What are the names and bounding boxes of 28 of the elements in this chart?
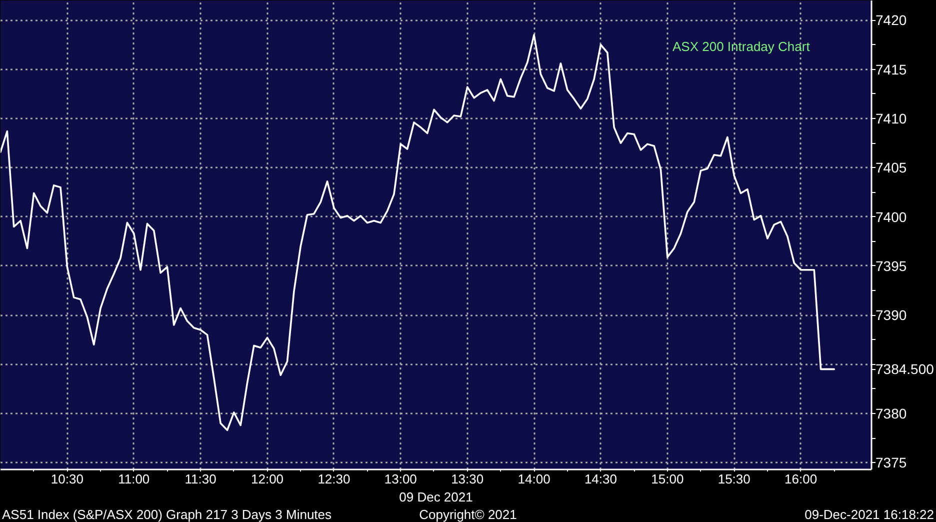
y-tick-label: 7395 — [876, 258, 907, 274]
x-tick-label: 11:00 — [118, 472, 150, 486]
x-tick-label: 10:30 — [50, 472, 84, 486]
y-tick-label: 7384.500 — [876, 361, 934, 378]
x-tick-label: 15:30 — [718, 472, 750, 486]
x-tick-label: 12:00 — [251, 472, 284, 486]
x-tick-label: 13:00 — [384, 472, 417, 486]
y-tick-label: 7390 — [876, 307, 907, 324]
text: AS51 Index (S&P/ASX 200) Graph 217 3 Days 3 Minutes — [2, 507, 332, 522]
x-tick-label: 11:30 — [184, 472, 216, 486]
line-series — [0, 34, 836, 432]
text: Copyright© 2021 — [419, 507, 517, 522]
y-tick-label: 7400 — [876, 208, 907, 225]
text: 09-Dec-2021 16:18:22 — [804, 507, 934, 522]
y-tick-label: 7405 — [876, 160, 907, 176]
y-tick-label: 7415 — [876, 61, 907, 78]
y-tick-label: 7410 — [876, 110, 907, 126]
x-tick-label: 14:00 — [518, 472, 550, 486]
x-tick-label: 16:00 — [784, 472, 818, 486]
x-tick-label: 12:30 — [318, 472, 350, 486]
y-tick-label: 7375 — [876, 454, 907, 471]
y-tick-label: 7420 — [876, 12, 907, 28]
y-tick-label: 7380 — [876, 405, 907, 422]
x-tick-label: 15:00 — [651, 472, 684, 486]
x-axis-title: 09 Dec 2021 — [399, 490, 473, 504]
x-tick-label: 13:30 — [451, 472, 484, 486]
text: ASX 200 Intraday Chart — [672, 39, 810, 54]
x-tick-label: 14:30 — [584, 472, 618, 486]
